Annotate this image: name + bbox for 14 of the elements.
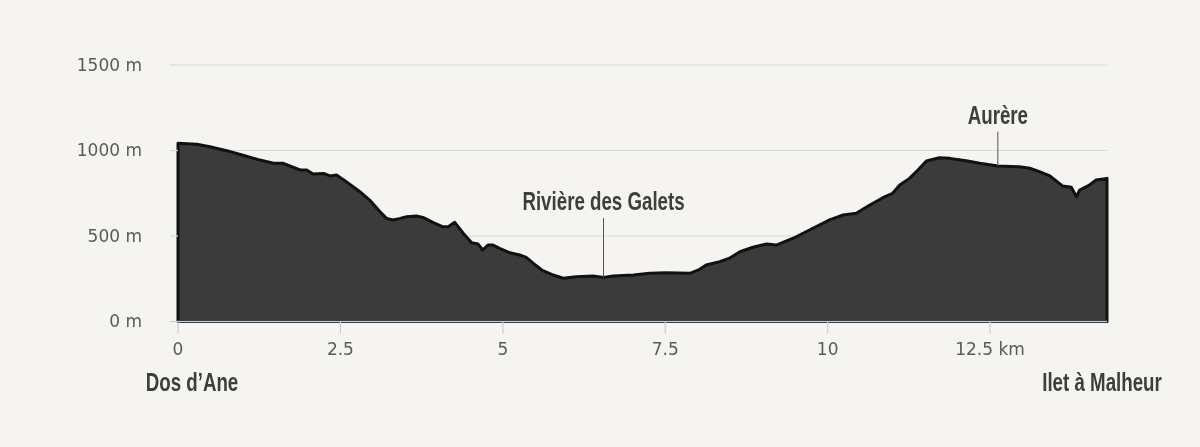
x-tick-label: 5	[497, 339, 509, 359]
y-tick-label: 500 m	[87, 225, 142, 246]
text: Dos d’Ane	[145, 366, 239, 397]
text: Ilet à Malheur	[1042, 366, 1162, 397]
annotation: Aurère	[967, 99, 1029, 130]
x-tick-label: 7.5	[651, 339, 679, 359]
x-tick-label: 12.5 km	[955, 339, 1025, 359]
x-tick-label: 10	[816, 339, 839, 359]
x-tick-label: 2.5	[326, 339, 354, 359]
y-tick-label: 0 m	[109, 311, 142, 332]
y-tick-label: 1000 m	[76, 140, 142, 161]
x-tick-label: 0	[172, 339, 184, 359]
annotation: Rivière des Galets	[522, 185, 685, 216]
y-tick-label: 1500 m	[76, 54, 142, 75]
